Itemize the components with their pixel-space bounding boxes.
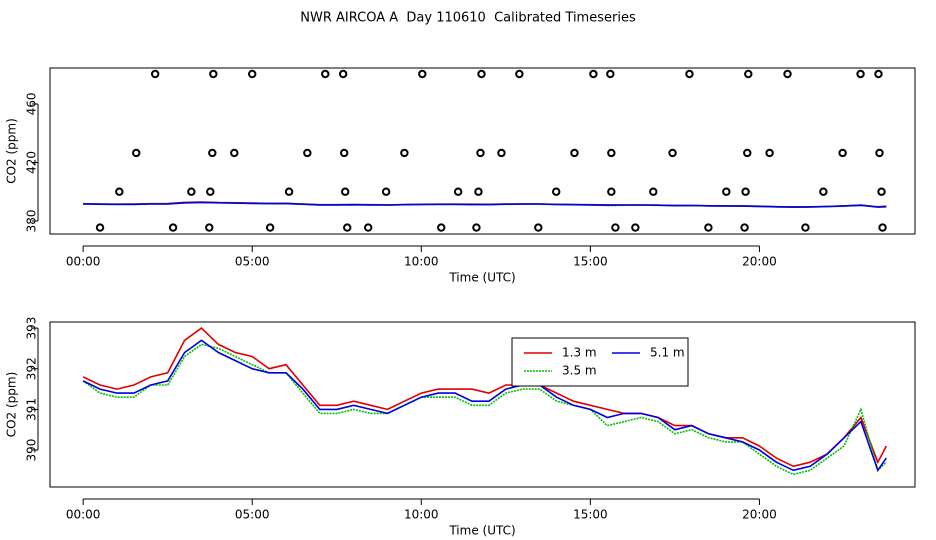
calibration-point [878, 223, 887, 232]
calibration-point [744, 69, 753, 79]
calibration-point [339, 148, 349, 158]
calibration-point [248, 69, 257, 79]
calibration-point [453, 187, 463, 196]
calibration-point [606, 69, 615, 79]
calibration-point [418, 69, 427, 79]
y-axis-label: CO2 (ppm) [5, 372, 19, 438]
calibration-point [343, 223, 352, 232]
plot-frame [49, 321, 916, 488]
calibration-point [477, 69, 486, 79]
calibration-point [206, 187, 215, 196]
calibration-point [649, 187, 658, 196]
x-tick-label: 05:00 [235, 508, 270, 522]
calibration-point [209, 69, 218, 79]
calibration-point [472, 223, 481, 232]
calibration-point [515, 69, 524, 79]
legend-label: 1.3 m [562, 346, 597, 360]
calibration-point [338, 69, 348, 79]
plot-frame [49, 67, 916, 235]
calibration-point [741, 187, 750, 196]
calibration-point [685, 69, 694, 79]
calibration-point [187, 187, 196, 196]
calibration-point [303, 148, 312, 158]
y-tick-label: 391 [25, 398, 39, 421]
legend-label: 3.5 m [562, 364, 597, 378]
calibration-point [132, 148, 141, 158]
series-line [82, 339, 887, 473]
x-tick-label: 00:00 [66, 255, 101, 269]
calibration-point [607, 187, 616, 196]
calibration-point [230, 148, 239, 158]
calibration-point [552, 187, 561, 196]
x-axis-label: Time (UTC) [448, 271, 515, 285]
y-tick-label: 460 [25, 93, 39, 116]
y-axis-label: CO2 (ppm) [5, 118, 19, 184]
calibration-point [534, 223, 543, 232]
calibration-point [150, 69, 160, 79]
x-tick-label: 20:00 [742, 508, 777, 522]
calibration-point [838, 148, 847, 158]
calibration-point [265, 223, 275, 232]
calibration-point [364, 223, 373, 232]
calibration-point [341, 187, 350, 196]
calibration-point [589, 69, 598, 79]
calibration-point [877, 187, 886, 196]
calibration-point [722, 187, 731, 196]
calibration-point [765, 148, 774, 158]
x-tick-label: 15:00 [573, 508, 608, 522]
y-tick-label: 390 [25, 439, 39, 462]
x-tick-label: 10:00 [404, 508, 439, 522]
y-tick-label: 393 [25, 317, 39, 340]
series-line [83, 201, 887, 208]
legend-label: 5.1 m [650, 346, 685, 360]
chart-title: NWR AIRCOA A Day 110610 Calibrated Times… [300, 11, 636, 26]
calibration-point [321, 69, 330, 79]
calibration-point [740, 223, 749, 232]
calibration-point [570, 148, 579, 158]
calibration-point [874, 69, 883, 79]
calibration-point [704, 223, 713, 232]
calibration-point [875, 148, 884, 158]
x-tick-label: 20:00 [742, 255, 777, 269]
calibration-point [668, 148, 677, 158]
calibration-point [115, 187, 124, 196]
calibration-point [743, 148, 752, 158]
calibration-point [474, 187, 483, 196]
x-tick-label: 05:00 [235, 255, 270, 269]
calibration-point [208, 148, 217, 158]
legend-box [511, 337, 689, 387]
calibration-point [611, 223, 620, 232]
y-tick-label: 380 [25, 210, 39, 233]
calibration-point [205, 223, 214, 232]
y-tick-label: 392 [25, 357, 39, 380]
calibration-point [168, 223, 178, 232]
y-tick-label: 420 [25, 151, 39, 174]
series-line [82, 327, 888, 468]
x-tick-label: 15:00 [573, 255, 608, 269]
calibration-point [437, 223, 446, 232]
x-tick-label: 10:00 [404, 255, 439, 269]
calibration-point [381, 187, 391, 196]
calibration-point [284, 187, 294, 196]
calibration-point [856, 69, 865, 79]
calibration-point [631, 223, 640, 232]
x-axis-label: Time (UTC) [448, 524, 515, 538]
calibration-point [783, 69, 792, 79]
x-tick-label: 00:00 [66, 508, 101, 522]
calibration-point [476, 148, 485, 158]
calibration-point [400, 148, 409, 158]
calibration-point [607, 148, 616, 158]
calibration-point [819, 187, 828, 196]
calibration-point [95, 223, 105, 232]
calibration-point [801, 223, 810, 232]
series-line [82, 343, 887, 476]
calibration-point [497, 148, 506, 158]
